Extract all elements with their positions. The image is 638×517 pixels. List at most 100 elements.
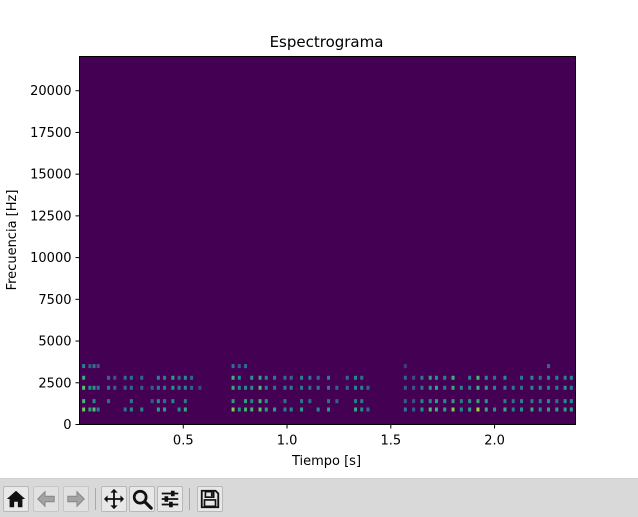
spectrogram-cell	[237, 375, 241, 380]
spectrogram-cell	[451, 375, 455, 380]
spectrogram-cell	[412, 399, 416, 404]
spectrogram-cell	[183, 407, 187, 412]
spectrogram-cell	[264, 407, 268, 412]
spectrogram-cell	[547, 375, 551, 380]
spectrogram-cell	[82, 364, 86, 369]
spectrogram-cell	[547, 399, 551, 404]
spectrogram-cell	[420, 407, 424, 412]
spectrogram-cell	[476, 407, 480, 412]
spectrogram-cell	[403, 364, 407, 369]
spectrogram-cell	[538, 399, 542, 404]
toolbar-separator	[95, 488, 96, 510]
zoom-button[interactable]	[129, 486, 155, 512]
spectrogram-cell	[563, 407, 567, 412]
spectrogram-cell	[163, 399, 167, 404]
spectrogram-cell	[360, 407, 364, 412]
spectrogram-cell	[511, 385, 515, 390]
spectrogram-cell	[107, 375, 111, 380]
spectrogram-cell	[530, 375, 534, 380]
spectrogram-cell	[273, 407, 277, 412]
spectrogram-cell	[177, 375, 181, 380]
spectrogram-cell	[92, 385, 96, 390]
spectrogram-cell	[547, 364, 551, 369]
spectrogram-cell	[530, 407, 534, 412]
spectrogram-cell	[107, 399, 111, 404]
save-button[interactable]	[197, 486, 223, 512]
spectrogram-cell	[150, 399, 154, 404]
back-button[interactable]	[33, 486, 59, 512]
spectrogram-cell	[231, 385, 235, 390]
spectrogram-cell	[171, 385, 175, 390]
forward-button[interactable]	[63, 486, 89, 512]
spectrogram-cell	[403, 399, 407, 404]
y-tick-label: 15000	[30, 168, 71, 183]
home-icon	[6, 490, 26, 508]
spectrogram-cell	[459, 399, 463, 404]
spectrogram-cell	[123, 385, 127, 390]
spectrogram-cell	[129, 385, 133, 390]
spectrogram-cell	[443, 399, 447, 404]
configure-subplots-button[interactable]	[157, 486, 183, 512]
spectrogram-cell	[171, 399, 175, 404]
spectrogram-cell	[468, 407, 472, 412]
spectrogram-cell	[555, 385, 559, 390]
y-tick-label: 5000	[38, 335, 71, 350]
spectrogram-cell	[360, 399, 364, 404]
spectrogram-cell	[538, 375, 542, 380]
spectrogram-cell	[569, 407, 573, 412]
spectrogram-cell	[283, 375, 287, 380]
spectrogram-cell	[354, 399, 358, 404]
spectrogram-cell	[250, 385, 254, 390]
spectrogram-cell	[520, 385, 524, 390]
spectrogram-cell	[140, 407, 144, 412]
spectrogram-cell	[520, 407, 524, 412]
spectrogram-cell	[468, 375, 472, 380]
spectrogram-cell	[493, 385, 497, 390]
y-tick-label: 2500	[38, 376, 71, 391]
spectrogram-cell	[451, 407, 455, 412]
spectrogram-cell	[123, 375, 127, 380]
home-button[interactable]	[3, 486, 29, 512]
spectrogram-cell	[563, 399, 567, 404]
spectrogram-cell	[82, 375, 86, 380]
spectrogram-cell	[451, 399, 455, 404]
spectrogram-cell	[316, 375, 320, 380]
spectrogram-cell	[258, 385, 262, 390]
spectrogram-cell	[140, 385, 144, 390]
spectrogram-cell	[354, 375, 358, 380]
spectrogram-cell	[538, 385, 542, 390]
spectrogram-cell	[88, 385, 92, 390]
x-tick-label: 1.0	[277, 434, 298, 449]
spectrogram-cell	[459, 407, 463, 412]
spectrogram-cell	[283, 399, 287, 404]
figure-canvas[interactable]: Espectrograma 0.5 1.0 1.5 2.0 0 2500 5000 7500…	[0, 0, 638, 478]
spectrogram-cell	[520, 375, 524, 380]
spectrogram-cell	[434, 385, 438, 390]
spectrogram-cell	[258, 407, 262, 412]
spectrogram-cell	[316, 407, 320, 412]
spectrogram-cell	[231, 399, 235, 404]
spectrogram-cell	[555, 399, 559, 404]
spectrogram-cell	[231, 364, 235, 369]
y-tick-label: 20000	[30, 84, 71, 99]
navigation-toolbar	[0, 478, 638, 517]
spectrogram-cell	[237, 407, 241, 412]
arrow-right-icon	[67, 490, 85, 508]
y-tick-label: 17500	[30, 126, 71, 141]
pan-button[interactable]	[101, 486, 127, 512]
spectrogram-cell	[283, 385, 287, 390]
spectrogram-cell	[300, 375, 304, 380]
spectrogram-cell	[316, 385, 320, 390]
spectrogram-cell	[547, 407, 551, 412]
spectrogram-cell	[412, 407, 416, 412]
spectrogram-cell	[96, 364, 100, 369]
sliders-icon	[161, 490, 179, 508]
spectrogram-cell	[412, 375, 416, 380]
spectrogram-cell	[563, 385, 567, 390]
spectrogram-cell	[434, 399, 438, 404]
spectrogram-cell	[250, 399, 254, 404]
spectrogram-cell	[484, 385, 488, 390]
spectrogram-cell	[244, 364, 248, 369]
spectrogram-cell	[434, 375, 438, 380]
spectrogram-cell	[113, 375, 117, 380]
